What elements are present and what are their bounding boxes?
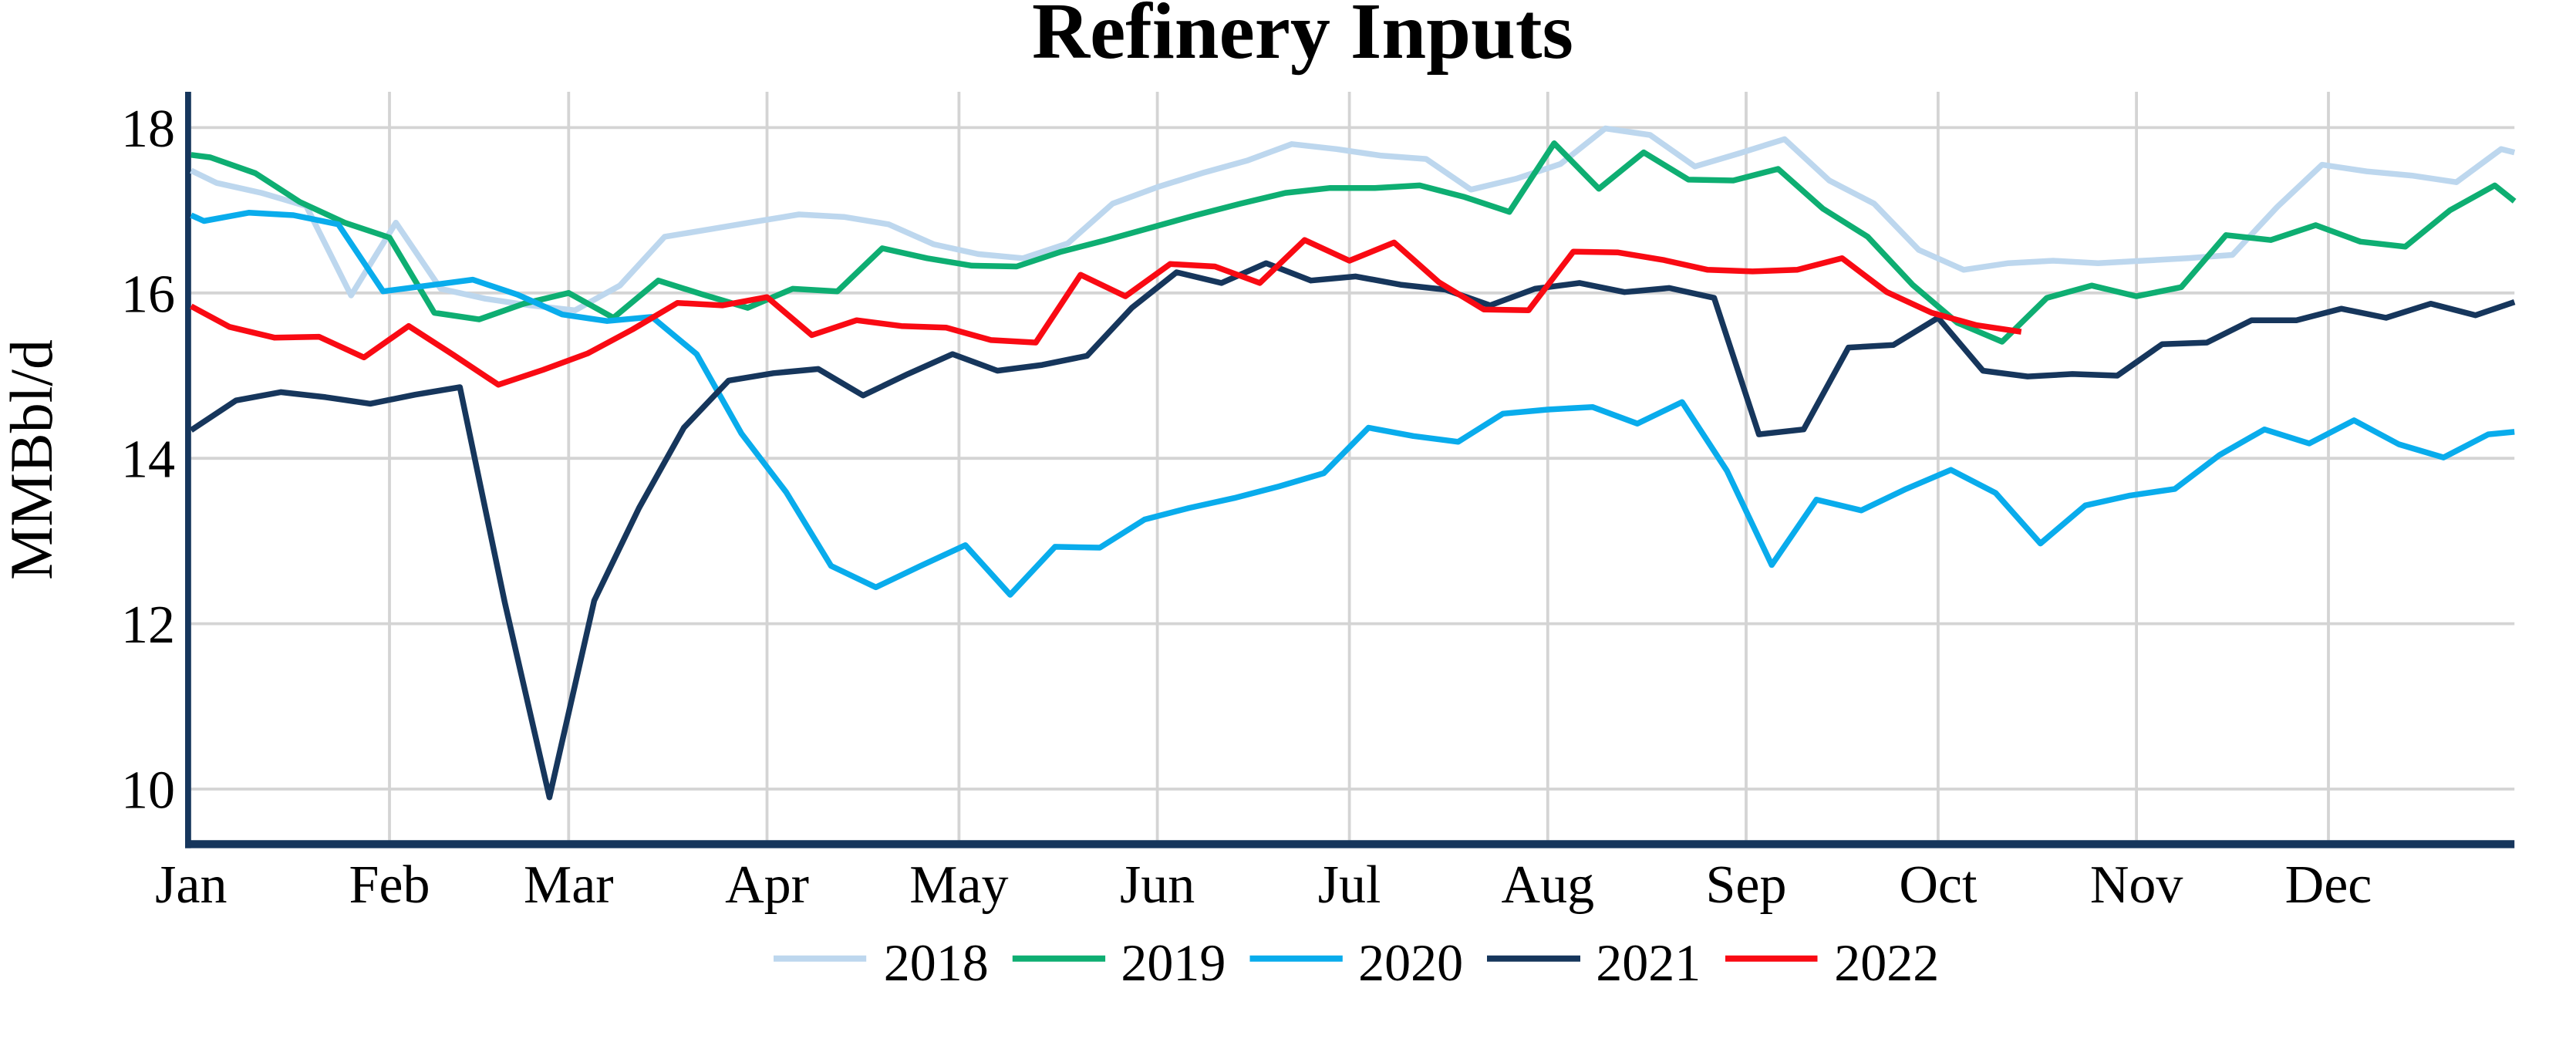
svg-text:Apr: Apr	[725, 855, 809, 915]
svg-text:Sep: Sep	[1706, 855, 1787, 915]
svg-text:Jun: Jun	[1120, 855, 1195, 915]
svg-text:2018: 2018	[884, 933, 989, 992]
svg-text:16: 16	[121, 265, 175, 324]
svg-text:Feb: Feb	[349, 855, 430, 915]
svg-text:MMBbl/d: MMBbl/d	[0, 339, 65, 580]
svg-text:10: 10	[121, 761, 175, 821]
svg-text:Oct: Oct	[1899, 855, 1978, 915]
svg-text:Jul: Jul	[1318, 855, 1381, 915]
svg-text:Dec: Dec	[2285, 855, 2372, 915]
svg-text:Refinery Inputs: Refinery Inputs	[1032, 0, 1573, 76]
svg-text:2022: 2022	[1834, 933, 1939, 992]
svg-text:2020: 2020	[1358, 933, 1463, 992]
svg-text:18: 18	[121, 100, 175, 159]
svg-text:May: May	[909, 855, 1008, 915]
svg-text:Mar: Mar	[524, 855, 614, 915]
svg-text:Nov: Nov	[2090, 855, 2183, 915]
svg-text:2021: 2021	[1596, 933, 1701, 992]
svg-text:14: 14	[121, 430, 175, 490]
svg-text:Jan: Jan	[155, 855, 227, 915]
svg-text:Aug: Aug	[1502, 855, 1595, 915]
svg-text:2019: 2019	[1121, 933, 1226, 992]
svg-text:12: 12	[121, 595, 175, 655]
